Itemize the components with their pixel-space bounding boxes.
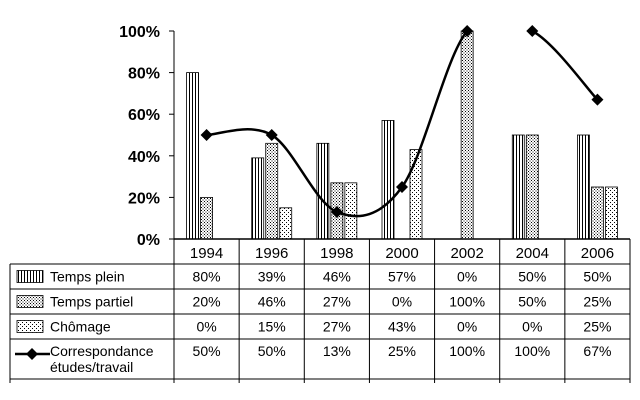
series-name: Temps partiel: [50, 294, 133, 310]
data-table: 1994 1996 1998 2000 2002 2004 2006 Temps plein 8…: [9, 238, 631, 383]
bar: [279, 207, 293, 240]
data-cell: 0%: [392, 294, 412, 310]
data-cell: 50%: [193, 343, 221, 359]
legend-key: [16, 295, 44, 308]
line-point: [591, 93, 604, 106]
bar: [186, 72, 199, 240]
x-category-label: 1998: [320, 245, 353, 262]
data-cell: 25%: [583, 319, 611, 335]
line-point: [265, 129, 278, 141]
x-category-label: 1996: [255, 245, 288, 262]
y-tick-label: 80%: [128, 66, 160, 83]
data-cell: 15%: [258, 319, 286, 335]
bar: [591, 186, 604, 240]
bar: [460, 30, 474, 240]
data-cell: 25%: [388, 343, 416, 359]
bar: [265, 142, 279, 240]
data-cell: 20%: [193, 294, 221, 310]
bar: [200, 196, 213, 240]
bar: [577, 134, 590, 240]
data-cell: 27%: [323, 294, 351, 310]
line-point: [526, 25, 539, 37]
x-category-label: 2006: [581, 245, 614, 262]
data-cell: 50%: [518, 269, 546, 285]
bar: [344, 182, 358, 240]
data-cell: 46%: [323, 269, 351, 285]
line-point: [396, 181, 408, 193]
data-cell: 50%: [583, 269, 611, 285]
legend-marker: [26, 348, 38, 360]
bar: [605, 186, 618, 240]
x-category-label: 1994: [190, 245, 223, 262]
data-cell: 0%: [196, 319, 216, 335]
data-cell: 0%: [522, 319, 542, 335]
legend-key: [16, 320, 44, 333]
series-line: [206, 31, 599, 218]
data-cell: 50%: [258, 343, 286, 359]
data-cell: 27%: [323, 319, 351, 335]
series-name: Chômage: [50, 319, 111, 335]
data-cell: 100%: [449, 294, 485, 310]
y-tick-label: 60%: [128, 107, 160, 124]
data-cell: 0%: [457, 269, 477, 285]
data-cell: 39%: [258, 269, 286, 285]
line-point: [461, 25, 474, 37]
bar: [525, 134, 539, 240]
data-cell: 100%: [449, 343, 485, 359]
data-cell: 80%: [193, 269, 221, 285]
data-cell: 50%: [518, 294, 546, 310]
legend-key: [16, 270, 44, 283]
data-cell: 100%: [514, 343, 550, 359]
plot-area: 0% 20% 40% 60% 80% 100%: [119, 24, 618, 249]
x-category-label: 2000: [385, 245, 418, 262]
series-name: études/travail: [50, 359, 133, 375]
series-name: Temps plein: [50, 269, 125, 285]
data-cell: 25%: [583, 294, 611, 310]
y-tick-label: 0%: [137, 232, 160, 249]
line-point: [200, 129, 213, 141]
y-tick-label: 40%: [128, 149, 160, 166]
bar: [409, 149, 423, 240]
y-tick-label: 100%: [119, 24, 160, 41]
data-cell: 57%: [388, 269, 416, 285]
x-category-label: 2004: [516, 245, 549, 262]
y-tick-label: 20%: [128, 190, 160, 207]
bar: [381, 120, 395, 240]
x-category-label: 2002: [450, 245, 483, 262]
data-cell: 67%: [583, 343, 611, 359]
line-point: [330, 205, 343, 218]
bar: [251, 157, 265, 240]
data-cell: 0%: [457, 319, 477, 335]
series-name: Correspondance: [50, 343, 154, 359]
data-cell: 13%: [323, 343, 351, 359]
bar: [316, 142, 330, 240]
data-cell: 46%: [258, 294, 286, 310]
data-cell: 43%: [388, 319, 416, 335]
bar: [511, 134, 525, 240]
